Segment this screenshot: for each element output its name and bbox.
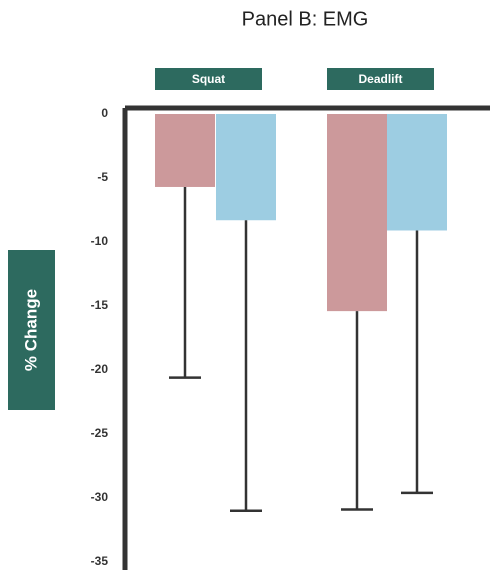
error-bar <box>401 230 433 495</box>
y-tick-label: -10 <box>91 234 109 248</box>
y-axis-label: % Change <box>21 289 40 371</box>
chart-title: Panel B: EMG <box>242 8 369 30</box>
bar <box>155 114 215 187</box>
y-tick-label: -35 <box>91 554 109 568</box>
y-tick-label: -15 <box>91 298 109 312</box>
category-label: Deadlift <box>358 72 402 86</box>
category-box <box>155 68 262 90</box>
bar <box>387 114 447 231</box>
y-tick-label: -20 <box>91 362 109 376</box>
y-tick-label: -25 <box>91 426 109 440</box>
y-label-box <box>8 250 55 410</box>
category-label: Squat <box>192 72 225 86</box>
error-bar <box>169 186 201 379</box>
category-box <box>327 68 434 90</box>
error-bar <box>230 220 262 513</box>
error-bar <box>341 311 373 511</box>
y-tick-label: -30 <box>91 490 109 504</box>
bar <box>216 114 276 221</box>
bar <box>327 114 387 312</box>
y-tick-label: 0 <box>101 106 108 120</box>
y-tick-label: -5 <box>97 170 108 184</box>
